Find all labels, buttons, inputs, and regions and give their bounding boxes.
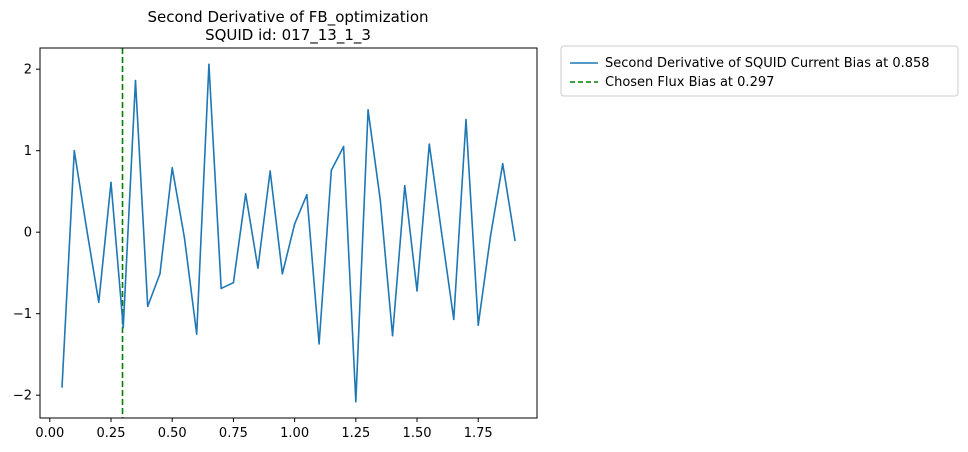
y-tick-label: −1 [13,307,32,322]
chart-title: Second Derivative of FB_optimization [147,8,428,27]
data-point [97,301,100,304]
data-point [232,281,235,284]
legend-label-series: Second Derivative of SQUID Current Bias … [605,56,930,71]
chart-subtitle: SQUID id: 017_13_1_3 [205,26,371,45]
data-point [269,170,271,172]
data-point [85,227,88,229]
axes-frame [39,47,538,419]
x-tick-label: 1.25 [341,426,370,441]
data-point [416,290,418,292]
data-point [244,193,247,195]
y-tick-label: 1 [24,144,32,159]
data-point [403,184,406,187]
x-tick-label: 0.25 [97,426,126,441]
data-point [183,237,186,239]
data-point [146,305,149,308]
x-tick-label: 0.50 [158,426,187,441]
y-tick-label: −2 [13,389,32,404]
y-tick-label: 2 [24,63,32,78]
data-point [330,169,333,172]
x-tick-label: 0.75 [219,426,248,441]
x-tick-label: 1.50 [403,426,432,441]
data-point [122,326,125,329]
data-point [342,145,345,148]
legend-label-vline: Chosen Flux Bias at 0.297 [605,75,774,90]
data-point [134,79,137,82]
data-point [220,287,222,290]
data-point [489,235,492,238]
data-point [257,267,259,269]
y-tick-label: 0 [24,226,32,241]
data-point [367,109,369,111]
data-point [440,231,443,233]
data-point [318,343,320,345]
axes-ticks: 0.00 0.25 0.50 0.75 1.00 1.25 1.50 1.75 −2 −1 0 1 2 [13,63,493,441]
data-point [306,193,308,196]
data-point [61,386,63,388]
data-point [159,272,161,275]
data-point [281,272,284,275]
data-point [501,162,504,165]
data-point [428,143,431,145]
data-point [452,318,455,321]
data-point [208,63,210,66]
data-point [391,334,394,337]
data-point [514,239,516,242]
data-point [477,324,480,326]
data-point [293,223,296,225]
data-point [110,181,112,184]
data-point [73,149,76,152]
data-point [171,167,174,169]
plot-area [61,48,516,418]
data-point [195,333,198,335]
data-point [379,199,382,202]
legend: Second Derivative of SQUID Current Bias … [560,45,959,97]
legend-box [560,45,959,97]
series-line [61,63,516,403]
x-tick-label: 1.00 [280,426,309,441]
x-tick-label: 0.00 [35,426,64,441]
data-point [465,118,467,121]
data-point [355,400,357,403]
x-tick-label: 1.75 [464,426,493,441]
